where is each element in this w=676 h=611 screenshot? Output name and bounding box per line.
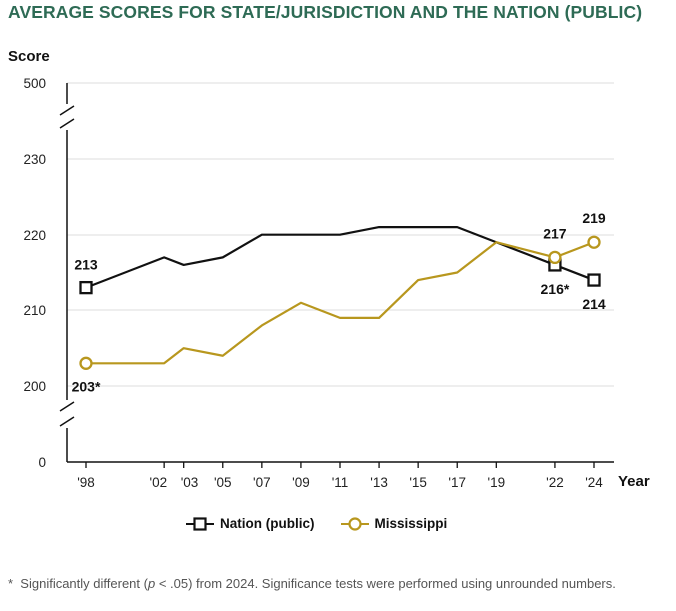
axis-break-mark [59, 105, 75, 116]
y-axis-title: Score [8, 48, 50, 65]
y-tick-200: 200 [23, 379, 46, 394]
series-line-1 [86, 241, 595, 365]
legend-nation-label: Nation (public) [220, 516, 315, 531]
data-label-1-12: 219 [582, 210, 606, 226]
x-tick-98: '98 [77, 475, 95, 490]
chart-title: AVERAGE SCORES FOR STATE/JURISDICTION AN… [8, 2, 643, 22]
axis-break-mark [59, 118, 75, 129]
x-tick-22: '22 [546, 475, 564, 490]
legend: Nation (public) Mississippi [186, 516, 447, 531]
data-label-0-12: 214 [582, 296, 606, 312]
x-tick-17: '17 [448, 475, 466, 490]
x-tick-24: '24 [585, 475, 603, 490]
x-tick-labels: '98 '02 '03 '05 '07 '09 '11 '13 '15 '17 '19 '22 '24 [77, 475, 603, 490]
data-label-1-11: 217 [543, 225, 567, 241]
x-axis-title: Year [618, 473, 650, 490]
line-chart: 0 200 210 220 230 500 '98 '02 '03 '05 '07 '09 '11 '1… [8, 48, 650, 490]
marker-square-24 [587, 273, 601, 287]
legend-item-mississippi: Mississippi [340, 516, 448, 531]
footnote-p: p [147, 576, 156, 591]
marker-circle-24 [587, 235, 601, 249]
x-tick-05: '05 [214, 475, 232, 490]
x-tick-15: '15 [409, 475, 427, 490]
data-labels: 213 216* 214 203* 217 219 [72, 210, 606, 394]
x-tick-02: '02 [150, 475, 168, 490]
x-tick-03: '03 [181, 475, 199, 490]
legend-mississippi-label: Mississippi [374, 516, 448, 531]
y-tick-210: 210 [23, 303, 46, 318]
footnote-pre: Significantly different ( [20, 576, 148, 591]
legend-mississippi-marker [340, 516, 369, 531]
legend-nation-marker [186, 516, 214, 531]
footnote: * Significantly different (p < .05) from… [8, 576, 658, 591]
data-label-0-0: 213 [74, 257, 98, 273]
series-group [79, 226, 601, 370]
x-tick-19: '19 [488, 475, 506, 490]
y-tick-220: 220 [23, 228, 46, 243]
marker-circle-98 [79, 356, 93, 370]
legend-item-nation: Nation (public) [186, 516, 315, 531]
x-tick-07: '07 [253, 475, 271, 490]
footnote-star: * [8, 576, 14, 591]
y-tick-0: 0 [38, 455, 46, 470]
axis-break-mark [59, 401, 75, 412]
x-tick-09: '09 [292, 475, 310, 490]
marker-circle-22 [548, 250, 562, 265]
data-label-0-11: 216* [541, 281, 570, 297]
marker-square-98 [79, 280, 93, 295]
y-tick-labels: 0 200 210 220 230 500 [23, 76, 46, 470]
grid-lines [67, 82, 614, 463]
axis-break-mark [59, 416, 75, 427]
series-line-0 [85, 226, 595, 289]
x-tick-11: '11 [332, 475, 349, 490]
y-tick-500: 500 [23, 76, 46, 91]
axes [59, 83, 614, 468]
x-tick-13: '13 [370, 475, 388, 490]
footnote-post: < .05) from 2024. Significance tests wer… [155, 576, 616, 591]
y-tick-230: 230 [23, 152, 46, 167]
data-label-1-0: 203* [72, 378, 101, 394]
